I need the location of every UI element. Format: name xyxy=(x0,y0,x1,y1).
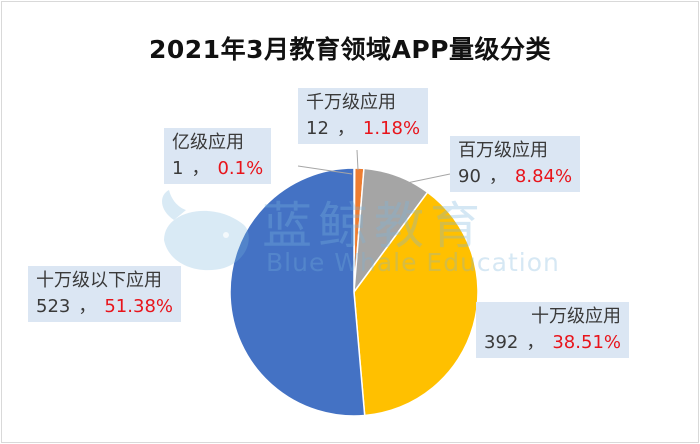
label-shiwanjiyixia-sep: ， xyxy=(78,296,97,317)
label-shiwanji-category: 十万级应用 xyxy=(531,306,621,327)
label-baiwanji-category: 百万级应用 xyxy=(458,140,548,161)
leader-line-baiwanji xyxy=(401,173,451,185)
label-baiwanji-sep: ， xyxy=(488,166,507,187)
label-yiji-count: 1 xyxy=(172,158,184,179)
label-yiji-pct: 0.1% xyxy=(217,158,264,179)
label-shiwanji-sep: ， xyxy=(526,332,545,353)
leader-line-qianwanji xyxy=(356,149,359,171)
label-qianwanji-count: 12 xyxy=(306,118,329,139)
label-yiji-category: 亿级应用 xyxy=(172,132,244,153)
pie-slice-shiwanjiyixia xyxy=(229,167,366,417)
label-yiji-values: 1 ， 0.1% xyxy=(172,156,263,182)
leader-line-yiji xyxy=(297,165,353,175)
label-shiwanjiyixia-pct: 51.38% xyxy=(104,296,173,317)
pie-slice-shiwanji xyxy=(353,191,479,417)
label-shiwanji: 十万级应用 392 ， 38.51% xyxy=(476,302,629,358)
label-shiwanji-pct: 38.51% xyxy=(552,332,621,353)
label-shiwanjiyixia-category: 十万级以下应用 xyxy=(36,270,162,291)
label-shiwanjiyixia-count: 523 xyxy=(36,296,71,317)
label-qianwanji-pct: 1.18% xyxy=(362,118,421,139)
label-qianwanji-values: 12 ， 1.18% xyxy=(306,116,420,142)
chart-title: 2021年3月教育领域APP量级分类 xyxy=(149,35,551,64)
label-yiji: 亿级应用 1 ， 0.1% xyxy=(164,128,272,184)
label-shiwanji-count: 392 xyxy=(484,332,519,353)
label-baiwanji-values: 90 ， 8.84% xyxy=(458,164,572,190)
label-shiwanjiyixia: 十万级以下应用 523 ， 51.38% xyxy=(28,266,181,322)
label-baiwanji-count: 90 xyxy=(458,166,481,187)
label-shiwanjiyixia-values: 523 ， 51.38% xyxy=(36,294,173,320)
label-qianwanji-sep: ， xyxy=(336,118,355,139)
label-qianwanji: 千万级应用 12 ， 1.18% xyxy=(298,88,429,144)
label-qianwanji-category: 千万级应用 xyxy=(306,92,396,113)
label-yiji-sep: ， xyxy=(191,158,210,179)
label-baiwanji: 百万级应用 90 ， 8.84% xyxy=(450,136,581,192)
label-shiwanji-values: 392 ， 38.51% xyxy=(484,330,621,356)
label-baiwanji-pct: 8.84% xyxy=(514,166,573,187)
